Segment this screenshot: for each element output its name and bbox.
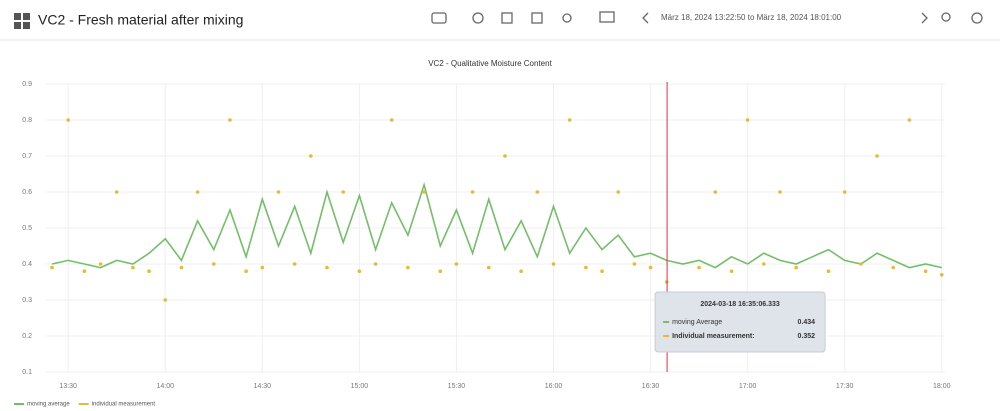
tooltip-label: Individual measurement: [672,333,754,340]
tooltip-time: 2024-03-18 16:35:06.333 [700,301,780,308]
star-button[interactable] [472,12,484,24]
data-point [826,269,831,274]
settings-button[interactable] [562,13,572,23]
x-tick-label: 16:00 [545,383,563,390]
data-point [66,118,70,122]
x-tick-label: 15:30 [448,383,466,390]
tooltip-value: 0.352 [798,333,816,340]
data-point [567,118,572,122]
data-point [729,269,734,274]
data-point [486,265,491,270]
tooltip [654,291,826,353]
data-point [875,154,879,158]
data-point [713,190,718,194]
share-button[interactable] [431,12,447,24]
dashboard-title[interactable]: VC2 - Fresh material after mixing [38,12,243,28]
data-point [778,190,782,194]
data-point [422,190,426,194]
series-line [51,181,942,269]
data-point [584,265,588,270]
data-point [842,190,847,194]
legend-label: individual measurement [92,402,156,408]
data-point [891,265,896,270]
data-point [147,269,151,274]
data-point [616,190,621,194]
data-point [98,262,103,266]
x-tick-label: 17:00 [739,383,757,390]
x-tick-label: 16:30 [642,383,660,390]
copy-button[interactable] [501,12,513,24]
data-point [211,262,216,266]
data-point [406,265,410,270]
tv-button[interactable] [599,11,615,23]
y-tick-label: 0.8 [22,117,32,124]
data-point [389,118,394,122]
tooltip-value: 0.434 [798,319,816,326]
data-point [794,265,798,270]
data-point [859,262,863,266]
data-point [244,269,248,274]
time-range[interactable]: März 18, 2024 13:22:50 to März 18, 2024 … [661,13,842,22]
data-point [357,269,362,274]
y-tick-label: 0.2 [22,333,32,340]
data-point [503,154,507,158]
toolbar[interactable] [431,11,983,24]
legend-label: moving average [27,402,70,408]
panel-title[interactable]: VC2 - Qualitative Moisture Content [428,59,552,68]
y-tick-label: 0.7 [22,153,32,160]
y-tick-label: 0.4 [22,261,32,268]
data-point [131,265,135,270]
data-point [438,269,443,274]
data-point [309,154,313,158]
zoom-button[interactable] [941,12,951,22]
refresh-button[interactable] [971,12,983,24]
data-point [373,262,378,266]
y-tick-label: 0.5 [22,225,32,232]
x-tick-label: 17:30 [836,383,854,390]
data-point [195,190,200,194]
data-point [163,298,168,302]
data-point [341,190,346,194]
data-point [535,190,540,194]
save-button[interactable] [531,12,543,24]
data-point [551,262,556,266]
back-button[interactable] [642,12,649,24]
data-point [632,262,637,266]
data-point [907,118,912,122]
data-point [325,265,329,270]
data-point [470,190,475,194]
data-point [697,265,701,270]
data-point [923,269,928,274]
y-tick-label: 0.9 [22,81,32,88]
forward-button[interactable] [921,12,928,24]
dashboard-icon [14,13,30,29]
x-tick-label: 14:00 [156,383,174,390]
data-point [648,265,653,270]
data-point [745,118,750,122]
data-point [600,269,604,274]
data-point [50,265,54,270]
tooltip-label: moving Average [672,319,722,326]
data-point [82,269,87,274]
y-tick-label: 0.1 [22,369,32,376]
data-point [519,269,523,274]
x-tick-label: 18:00 [933,383,951,390]
data-point [939,273,944,277]
data-point [292,262,297,266]
data-point [762,262,766,266]
y-tick-label: 0.6 [22,189,32,196]
data-point [276,190,281,194]
data-point [114,190,119,194]
data-point [454,262,459,266]
x-tick-label: 15:00 [351,383,369,390]
y-tick-label: 0.3 [22,297,32,304]
data-point [228,118,232,122]
data-point [179,265,184,270]
x-tick-label: 13:30 [59,383,77,390]
x-tick-label: 14:30 [254,383,272,390]
data-point [260,265,265,270]
